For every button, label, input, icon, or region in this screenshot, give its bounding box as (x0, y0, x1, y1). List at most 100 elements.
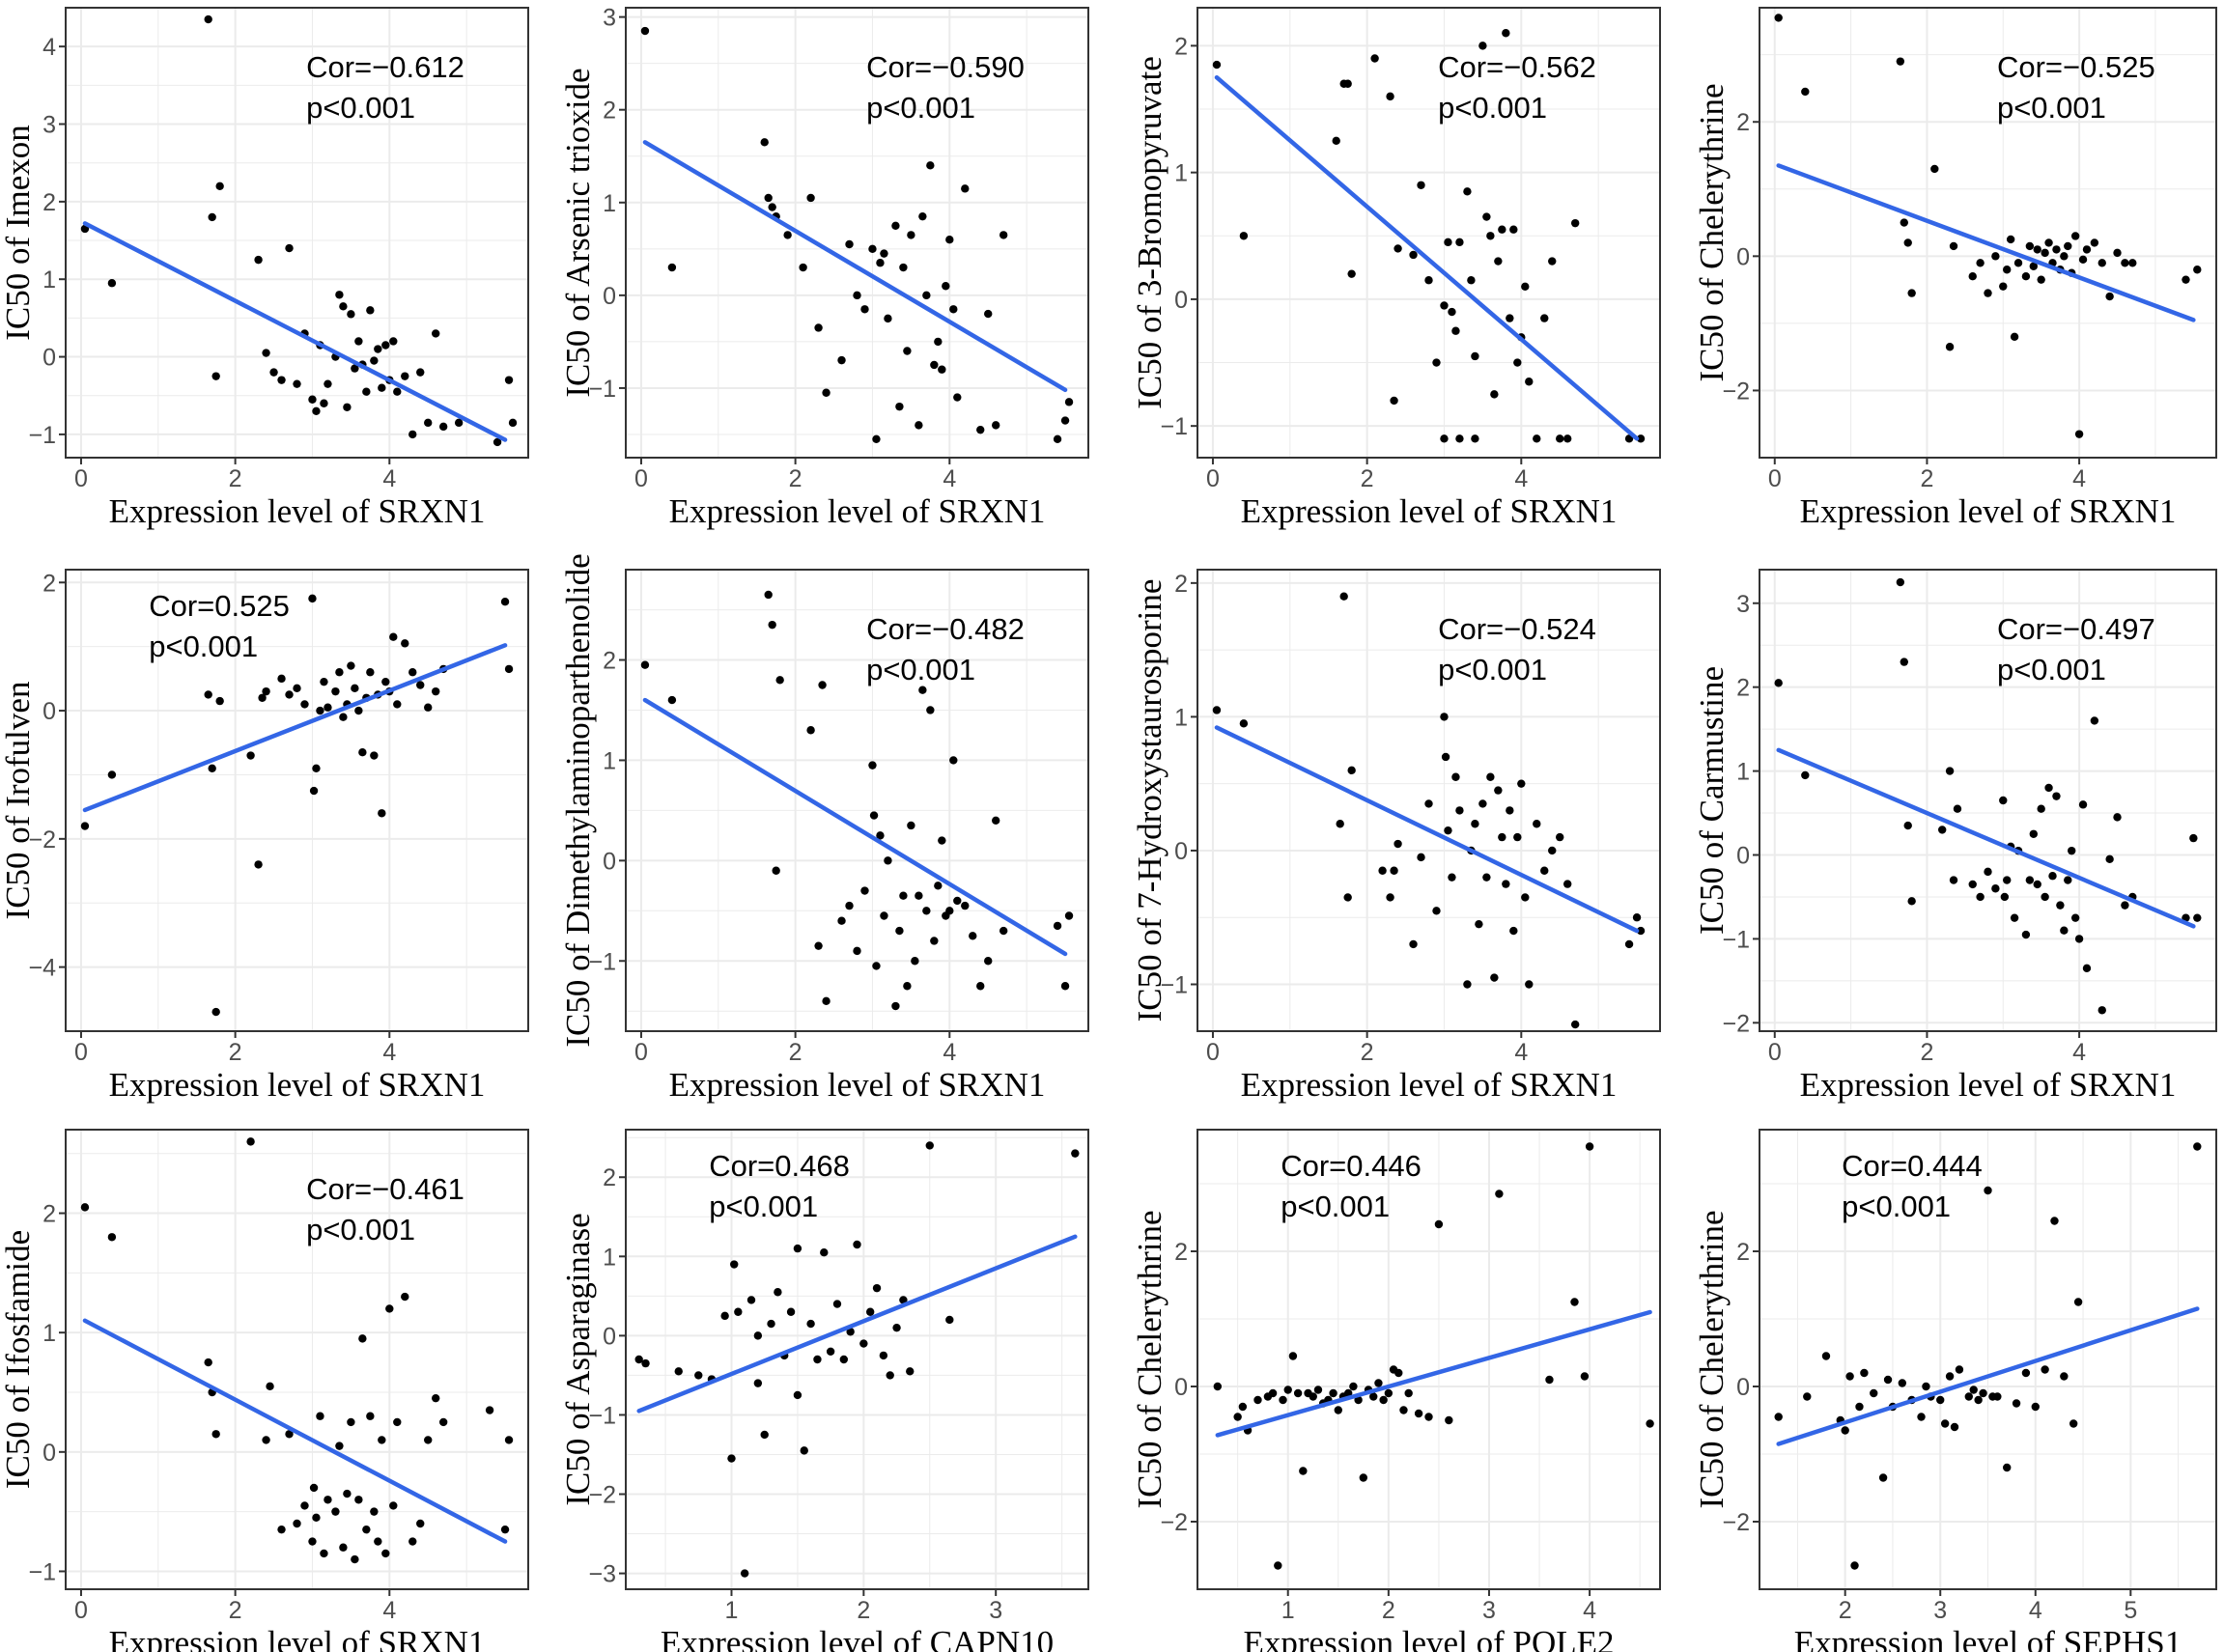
data-point (1238, 1402, 1248, 1412)
data-point (324, 1496, 332, 1504)
data-point (500, 1525, 510, 1534)
x-tick-label: 3 (989, 1597, 1002, 1624)
data-point (740, 1569, 749, 1578)
data-point (1636, 926, 1646, 936)
plot-frame (65, 569, 529, 1032)
data-point (1444, 826, 1452, 835)
data-point (1455, 806, 1464, 815)
data-point (1309, 1392, 1317, 1401)
data-point (1991, 884, 2000, 893)
data-point (1585, 1142, 1594, 1151)
data-point (793, 1390, 802, 1400)
data-point (1339, 592, 1348, 601)
data-point (868, 761, 877, 770)
data-point (2070, 232, 2080, 240)
data-point (401, 1292, 409, 1302)
regression-line (82, 221, 508, 442)
data-point (868, 244, 877, 254)
y-tick-label: −1 (588, 948, 616, 975)
data-point (865, 1307, 875, 1316)
data-point (1060, 416, 1070, 425)
data-point (2021, 930, 2031, 939)
data-point (2073, 1298, 2083, 1306)
data-point (343, 403, 352, 411)
data-point (285, 690, 294, 699)
data-point (1440, 301, 1449, 310)
data-point (918, 686, 927, 694)
data-point (2078, 255, 2088, 265)
data-point (1349, 1382, 1358, 1391)
data-point (354, 337, 363, 346)
data-point (1445, 1415, 1453, 1425)
annotation-p-value: p<0.001 (709, 1190, 818, 1223)
annotation-correlation: Cor=−0.590 (866, 50, 1025, 84)
data-point (969, 932, 977, 940)
data-point (2044, 783, 2053, 793)
annotation-correlation: Cor=0.525 (149, 589, 290, 623)
data-point (389, 337, 398, 346)
data-point (2090, 238, 2099, 247)
data-point (300, 700, 309, 709)
y-tick-label: 0 (603, 1323, 616, 1350)
y-tick-label: −1 (1722, 926, 1750, 953)
data-point (2060, 926, 2069, 935)
data-point (381, 677, 390, 686)
data-point (1374, 1379, 1383, 1387)
data-point (837, 355, 846, 365)
data-point (324, 703, 332, 712)
data-point (204, 1358, 212, 1367)
data-point (500, 597, 510, 606)
data-point (277, 376, 286, 384)
data-point (1053, 434, 1062, 443)
x-axis-label: Expression level of POLE2 (1244, 1624, 1615, 1652)
data-point (2128, 259, 2137, 267)
data-point (1521, 893, 1530, 902)
data-point (1860, 1368, 1869, 1378)
data-point (1490, 390, 1499, 399)
data-point (293, 379, 301, 388)
data-point (1999, 796, 2008, 805)
data-point (416, 368, 425, 377)
data-point (984, 309, 993, 319)
data-point (2113, 248, 2122, 258)
chart-panel-1: 0 2 4 −1 0 1 2 3 4 Cor=−0.612 p<0.001 Expression le… (0, 7, 529, 530)
data-point (1855, 1402, 1864, 1412)
data-point (1821, 1352, 1831, 1360)
data-point (853, 946, 861, 956)
data-point (727, 1454, 736, 1463)
x-tick-label: 0 (1768, 1039, 1782, 1066)
annotation-correlation: Cor=0.468 (709, 1149, 850, 1183)
data-point (204, 14, 212, 24)
data-point (2029, 262, 2038, 270)
data-point (2052, 245, 2061, 254)
data-point (2078, 800, 2088, 809)
y-tick-label: 0 (1174, 838, 1188, 865)
data-point (2006, 235, 2015, 244)
x-tick-label: 2 (857, 1597, 870, 1624)
regression-line (642, 697, 1068, 957)
data-point (1525, 378, 1534, 386)
data-point (1801, 87, 1810, 97)
data-point (876, 831, 885, 840)
y-tick-label: 0 (603, 848, 616, 875)
data-point (1898, 1379, 1907, 1387)
data-point (949, 305, 958, 314)
data-point (2041, 892, 2049, 902)
data-point (1945, 1372, 1955, 1381)
data-point (1329, 1388, 1337, 1398)
data-point (208, 212, 216, 222)
data-point (903, 982, 912, 991)
y-tick-label: 1 (42, 1320, 56, 1347)
y-axis-label: IC50 of 7-Hydroxystaurosporine (1131, 579, 1168, 1022)
chart-panel-5: 0 2 4 −4 −2 0 2 Cor=0.525 p<0.001 Expression leve… (0, 569, 529, 1104)
data-point (2056, 901, 2065, 910)
data-point (1213, 1382, 1223, 1391)
data-point (389, 632, 398, 641)
data-point (1548, 846, 1557, 855)
data-point (1478, 42, 1487, 50)
data-point (339, 1543, 348, 1552)
annotation-p-value: p<0.001 (1997, 653, 2106, 686)
x-tick-label: 0 (74, 465, 88, 492)
data-point (1451, 326, 1460, 335)
